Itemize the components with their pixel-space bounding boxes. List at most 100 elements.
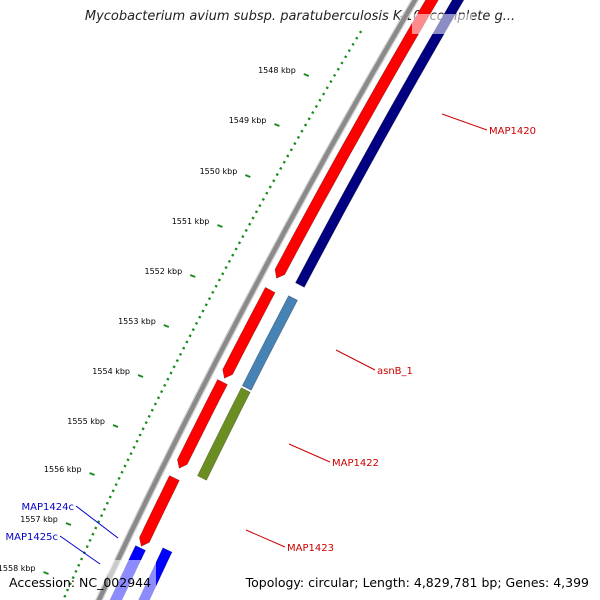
gc-skew-mark [163,383,167,387]
gc-skew-mark [355,36,359,40]
gc-skew-mark [191,328,195,332]
gc-skew-mark [227,259,231,263]
tick-mark [189,274,196,278]
gc-skew-mark [303,123,308,127]
gc-skew-mark [172,365,176,369]
backbone-line [96,0,418,600]
tick-mark [43,571,49,575]
gc-skew-track [63,30,363,598]
feature-track [108,0,472,600]
tick-mark [244,174,251,178]
gc-skew-mark [279,166,283,170]
gc-skew-mark [347,49,351,53]
gc-skew-mark [296,135,301,139]
backbone-track [95,0,420,600]
accession-label: Accession: NC_002944 [9,575,152,590]
gc-skew-mark [66,588,70,592]
gc-skew-mark [351,42,355,46]
gc-skew-mark [358,30,363,34]
gene-label-MAP1424c: MAP1424c [22,502,74,513]
gc-skew-mark [144,421,148,425]
gc-skew-mark [108,495,112,499]
tick-mark [217,224,223,228]
gc-skew-mark [265,191,269,195]
gc-skew-mark [241,235,245,239]
gc-skew-mark [120,470,124,474]
gc-skew-mark [74,569,78,573]
gene-bar-forward-3 [177,379,228,469]
tick-label-1554-kbp: 1554 kbp [92,367,130,376]
gc-skew-mark [85,545,89,549]
tick-label-1550-kbp: 1550 kbp [200,167,238,176]
gc-skew-mark [129,452,133,456]
gc-skew-mark [286,154,290,158]
gc-skew-mark [231,253,235,257]
gc-skew-mark [194,321,199,325]
gc-skew-mark [329,80,333,84]
gene-bar-MAP1423 [139,475,180,547]
gc-skew-mark [198,315,202,319]
leader-line-MAP1425c [59,535,101,565]
gc-skew-mark [237,241,242,245]
gc-skew-mark [224,266,228,270]
gene-bar-MAP1422 [197,387,251,481]
gc-skew-mark [340,61,344,65]
gc-skew-mark [188,334,192,338]
gc-skew-mark [272,179,276,183]
gc-skew-mark [314,104,318,108]
gc-skew-mark [153,402,157,406]
gc-skew-mark [150,408,154,412]
gc-skew-mark [138,433,142,437]
gc-skew-mark [268,185,272,189]
tick-mark [112,424,119,428]
gc-skew-mark [332,73,337,77]
tick-mark [163,324,170,328]
gc-skew-mark [322,92,326,96]
tick-mark [89,472,95,476]
gc-skew-mark [244,228,248,232]
gc-skew-mark [141,427,145,431]
gc-skew-mark [132,445,136,449]
gc-skew-mark [234,247,238,251]
gc-skew-mark [275,173,279,177]
tick-mark [137,374,144,378]
gene-label-MAP1422: MAP1422 [332,458,379,469]
gc-skew-mark [114,483,118,487]
gc-skew-mark [318,98,322,102]
gc-skew-mark [261,197,265,201]
gc-skew-mark [182,346,186,350]
gc-skew-mark [123,464,127,468]
gc-skew-mark [135,439,139,443]
gene-bar-forward-2 [222,286,276,379]
gc-skew-mark [201,309,205,313]
gc-skew-mark [204,303,208,307]
label-layer: MAP1420 asnB_1 MAP1422 MAP1423 MAP1424c MAP14… [6,113,536,565]
gene-label-MAP1423: MAP1423 [287,543,334,554]
gc-skew-mark [214,284,218,288]
tick-label-1556-kbp: 1556 kbp [44,465,82,474]
gc-skew-mark [117,476,121,480]
gc-skew-mark [80,557,84,561]
tick-layer: 1548 kbp 1549 kbp 1550 kbp 1551 kbp 1552 kbp… [0,66,310,575]
gc-skew-mark [248,222,252,226]
tick-label-1552-kbp: 1552 kbp [144,267,182,276]
gc-skew-mark [105,501,109,505]
gc-skew-mark [289,148,293,152]
gc-skew-mark [307,117,311,121]
gc-skew-mark [221,272,225,276]
gc-skew-mark [311,111,315,115]
gene-label-asnB_1: asnB_1 [377,366,413,377]
gc-skew-mark [211,290,215,294]
leader-line-MAP1422 [288,443,331,463]
tick-label-1551-kbp: 1551 kbp [172,217,210,226]
gc-skew-mark [100,514,104,518]
gene-label-MAP1425c: MAP1425c [6,532,58,543]
gc-skew-mark [77,563,81,567]
tick-label-1558-kbp: 1558 kbp [0,564,36,573]
gc-skew-mark [344,55,348,59]
gc-skew-mark [71,576,75,580]
gc-skew-mark [91,532,95,536]
leader-line-MAP1420 [441,113,488,131]
gc-skew-mark [111,489,115,493]
